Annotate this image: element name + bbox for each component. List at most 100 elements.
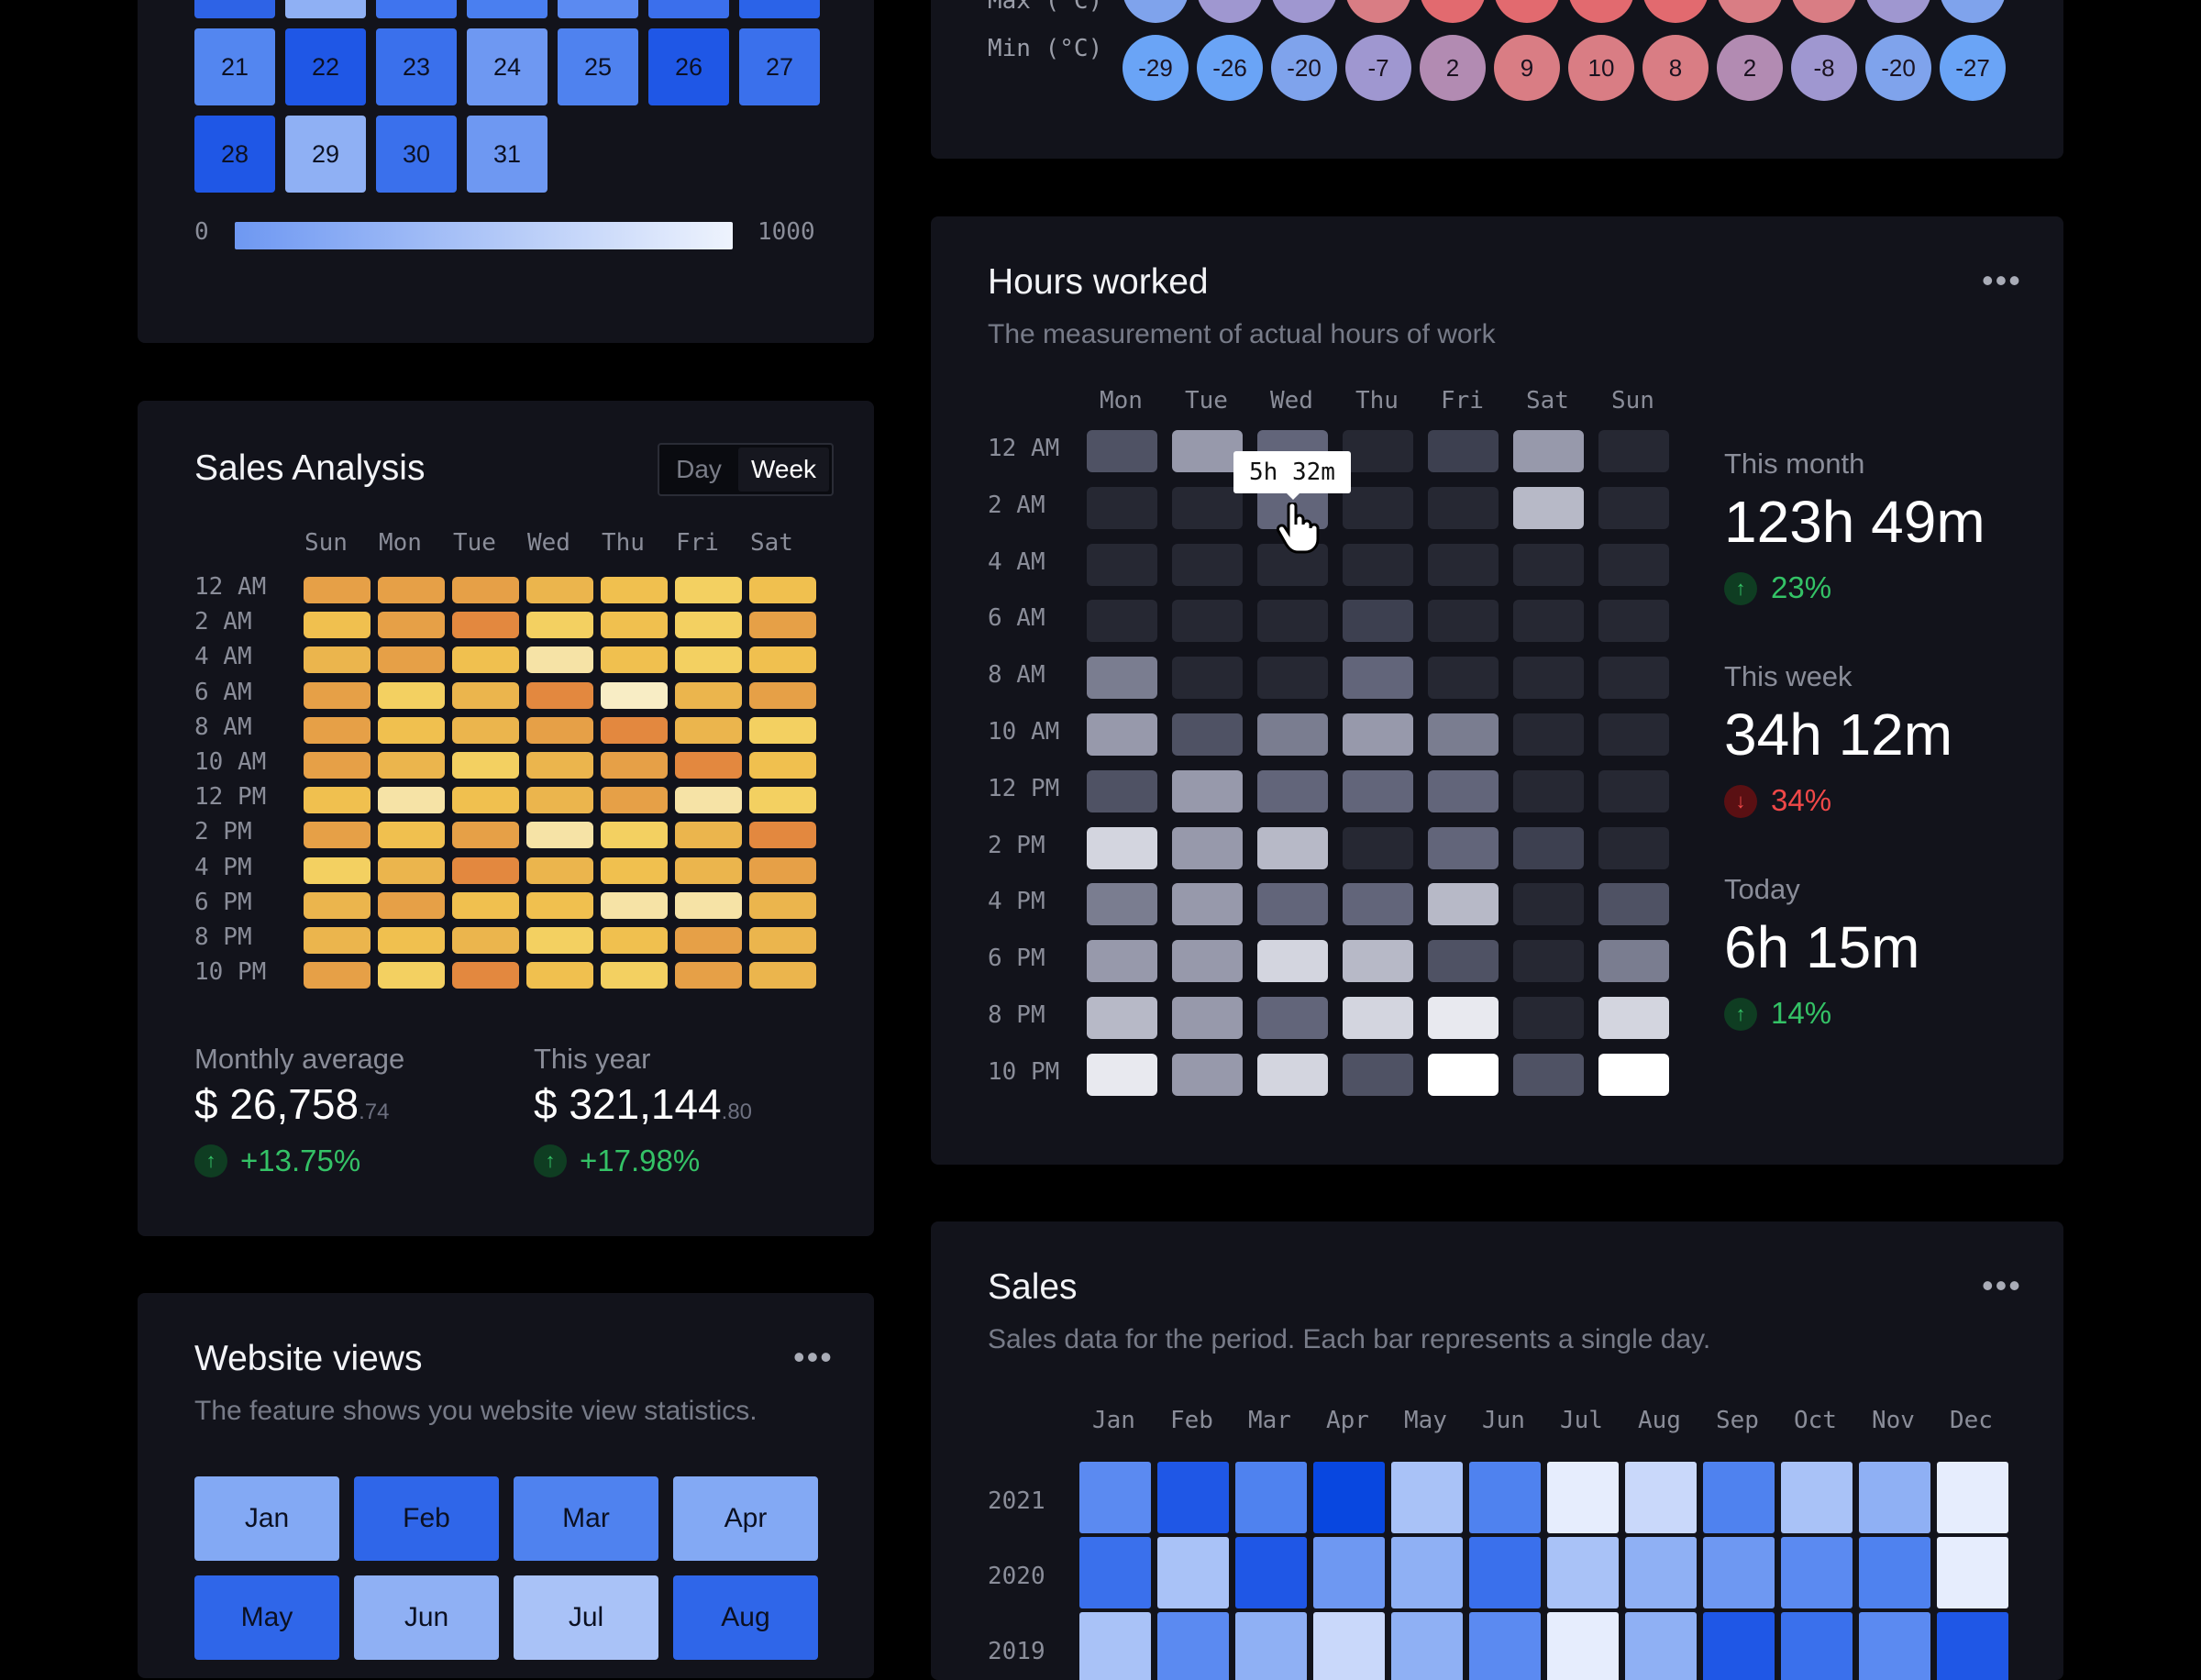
heatmap-cell[interactable] — [601, 927, 668, 954]
heatmap-cell[interactable] — [304, 891, 371, 919]
heatmap-cell[interactable] — [675, 787, 742, 814]
calendar-day[interactable]: 19 — [648, 0, 729, 18]
heatmap-cell[interactable] — [452, 857, 519, 884]
heatmap-cell[interactable] — [1172, 769, 1243, 812]
heatmap-cell[interactable] — [378, 927, 445, 954]
heatmap-cell[interactable] — [1343, 940, 1413, 983]
heatmap-cell[interactable] — [1172, 713, 1243, 756]
heatmap-cell[interactable] — [601, 962, 668, 989]
heatmap-cell[interactable] — [1172, 826, 1243, 869]
heatmap-cell[interactable] — [1513, 883, 1584, 926]
heatmap-cell[interactable] — [1598, 940, 1669, 983]
heatmap-cell[interactable] — [1257, 826, 1328, 869]
month-button[interactable]: Jun — [354, 1575, 499, 1660]
calendar-day[interactable]: 20 — [739, 0, 820, 18]
toggle-week[interactable]: Week — [738, 448, 829, 492]
heatmap-cell[interactable] — [1087, 1053, 1157, 1096]
toggle-day[interactable]: Day — [676, 455, 722, 483]
heatmap-cell[interactable] — [749, 647, 816, 674]
sales-cell[interactable] — [1937, 1462, 2008, 1533]
heatmap-cell[interactable] — [675, 577, 742, 603]
heatmap-cell[interactable] — [601, 857, 668, 884]
heatmap-cell[interactable] — [304, 787, 371, 814]
sales-cell[interactable] — [1703, 1462, 1775, 1533]
heatmap-cell[interactable] — [1428, 657, 1499, 700]
heatmap-cell[interactable] — [601, 577, 668, 603]
sales-cell[interactable] — [1937, 1537, 2008, 1608]
heatmap-cell[interactable] — [1257, 997, 1328, 1039]
month-button[interactable]: May — [194, 1575, 339, 1660]
heatmap-cell[interactable] — [1172, 940, 1243, 983]
heatmap-cell[interactable] — [1598, 997, 1669, 1039]
calendar-day[interactable]: 16 — [376, 0, 457, 18]
heatmap-cell[interactable] — [1257, 940, 1328, 983]
calendar-day[interactable]: 22 — [285, 28, 366, 105]
heatmap-cell[interactable] — [1343, 826, 1413, 869]
heatmap-cell[interactable] — [1172, 600, 1243, 643]
heatmap-cell[interactable] — [601, 612, 668, 639]
heatmap-cell[interactable] — [452, 647, 519, 674]
heatmap-cell[interactable] — [1598, 430, 1669, 472]
heatmap-cell[interactable] — [1172, 657, 1243, 700]
heatmap-cell[interactable] — [1087, 883, 1157, 926]
heatmap-cell[interactable] — [1257, 1053, 1328, 1096]
calendar-day[interactable]: 17 — [467, 0, 547, 18]
heatmap-cell[interactable] — [452, 716, 519, 744]
heatmap-cell[interactable] — [304, 716, 371, 744]
heatmap-cell[interactable] — [1087, 543, 1157, 586]
sales-cell[interactable] — [1235, 1612, 1307, 1680]
heatmap-cell[interactable] — [1172, 997, 1243, 1039]
heatmap-cell[interactable] — [452, 822, 519, 849]
calendar-day[interactable]: 26 — [648, 28, 729, 105]
sales-cell[interactable] — [1157, 1612, 1229, 1680]
calendar-day[interactable]: 29 — [285, 116, 366, 193]
heatmap-cell[interactable] — [1172, 430, 1243, 472]
heatmap-cell[interactable] — [526, 857, 593, 884]
month-button[interactable]: Jul — [514, 1575, 658, 1660]
sales-cell[interactable] — [1469, 1537, 1541, 1608]
heatmap-cell[interactable] — [1257, 657, 1328, 700]
heatmap-cell[interactable] — [1087, 657, 1157, 700]
calendar-day[interactable]: 25 — [558, 28, 638, 105]
heatmap-cell[interactable] — [452, 927, 519, 954]
calendar-day[interactable]: 15 — [285, 0, 366, 18]
heatmap-cell[interactable] — [1513, 657, 1584, 700]
heatmap-cell[interactable] — [304, 612, 371, 639]
heatmap-cell[interactable] — [1343, 543, 1413, 586]
heatmap-cell[interactable] — [378, 577, 445, 603]
heatmap-cell[interactable] — [675, 962, 742, 989]
heatmap-cell[interactable] — [1428, 430, 1499, 472]
heatmap-cell[interactable] — [526, 752, 593, 779]
heatmap-cell[interactable] — [1598, 600, 1669, 643]
calendar-day[interactable]: 28 — [194, 116, 275, 193]
heatmap-cell[interactable] — [378, 612, 445, 639]
calendar-day[interactable]: 21 — [194, 28, 275, 105]
heatmap-cell[interactable] — [304, 577, 371, 603]
heatmap-cell[interactable] — [1172, 883, 1243, 926]
sales-cell[interactable] — [1859, 1612, 1930, 1680]
calendar-day[interactable]: 14 — [194, 0, 275, 18]
heatmap-cell[interactable] — [749, 681, 816, 709]
heatmap-cell[interactable] — [601, 787, 668, 814]
heatmap-cell[interactable] — [378, 752, 445, 779]
heatmap-cell[interactable] — [601, 681, 668, 709]
heatmap-cell[interactable] — [452, 962, 519, 989]
heatmap-cell[interactable] — [1513, 430, 1584, 472]
heatmap-cell[interactable] — [378, 857, 445, 884]
heatmap-cell[interactable] — [749, 891, 816, 919]
sales-cell[interactable] — [1313, 1537, 1385, 1608]
calendar-day[interactable]: 27 — [739, 28, 820, 105]
heatmap-cell[interactable] — [675, 612, 742, 639]
month-button[interactable]: Feb — [354, 1476, 499, 1561]
heatmap-cell[interactable] — [675, 822, 742, 849]
heatmap-cell[interactable] — [1087, 997, 1157, 1039]
heatmap-cell[interactable] — [1428, 713, 1499, 756]
heatmap-cell[interactable] — [1598, 713, 1669, 756]
heatmap-cell[interactable] — [749, 787, 816, 814]
sales-cell[interactable] — [1157, 1462, 1229, 1533]
heatmap-cell[interactable] — [526, 822, 593, 849]
heatmap-cell[interactable] — [1513, 769, 1584, 812]
heatmap-cell[interactable] — [1513, 826, 1584, 869]
sales-cell[interactable] — [1781, 1537, 1853, 1608]
heatmap-cell[interactable] — [378, 787, 445, 814]
